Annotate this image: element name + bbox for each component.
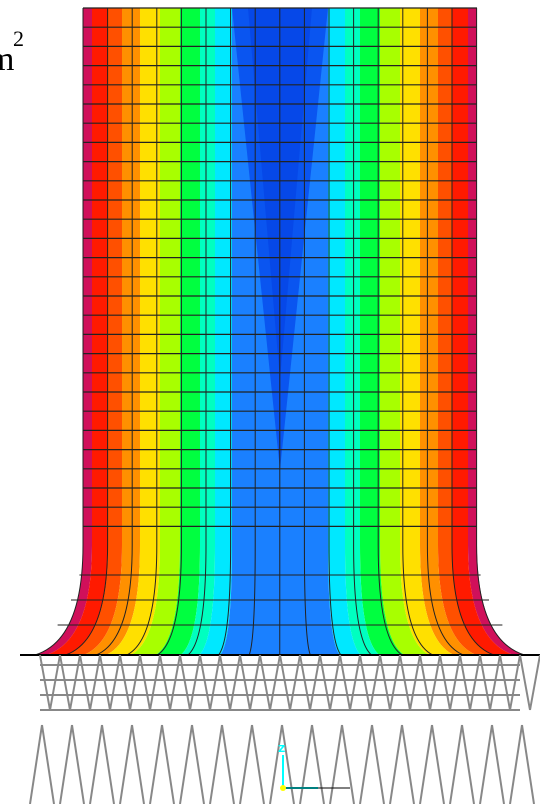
lattice-leg — [30, 725, 42, 804]
lattice-leg — [450, 725, 462, 804]
lattice-leg — [360, 725, 372, 804]
lattice-bar — [110, 655, 120, 710]
lattice-bar — [290, 655, 300, 710]
lattice-leg — [90, 725, 102, 804]
lattice — [30, 655, 540, 804]
axis-origin — [280, 785, 286, 791]
lattice-leg — [60, 725, 72, 804]
lattice-leg — [300, 725, 312, 804]
lattice-leg — [120, 725, 132, 804]
lattice-bar — [460, 655, 470, 710]
lattice-leg — [372, 725, 384, 804]
lattice-bar — [390, 655, 400, 710]
lattice-bar — [520, 655, 530, 710]
lattice-leg — [102, 725, 114, 804]
lattice-leg — [390, 725, 402, 804]
lattice-bar — [300, 655, 310, 710]
lattice-leg — [330, 725, 342, 804]
contour-plot: m 2 Z — [0, 0, 540, 804]
lattice-bar — [500, 655, 510, 710]
lattice-leg — [132, 725, 144, 804]
lattice-bar — [340, 655, 350, 710]
lattice-bar — [240, 655, 250, 710]
lattice-leg — [210, 725, 222, 804]
lattice-bar — [440, 655, 450, 710]
lattice-bar — [40, 655, 50, 710]
lattice-bar — [490, 655, 500, 710]
screenshot: m 2 Z — [0, 0, 540, 804]
lattice-leg — [222, 725, 234, 804]
lattice-bar — [400, 655, 410, 710]
lattice-bar — [310, 655, 320, 710]
lattice-bar — [150, 655, 160, 710]
lattice-leg — [270, 725, 282, 804]
lattice-leg — [462, 725, 474, 804]
lattice-leg — [312, 725, 324, 804]
lattice-bar — [530, 655, 540, 710]
lattice-bar — [470, 655, 480, 710]
lattice-leg — [42, 725, 54, 804]
lattice-bar — [430, 655, 440, 710]
lattice-leg — [240, 725, 252, 804]
lattice-leg — [72, 725, 84, 804]
lattice-leg — [480, 725, 492, 804]
lattice-leg — [432, 725, 444, 804]
lattice-bar — [320, 655, 330, 710]
lattice-bar — [270, 655, 280, 710]
lattice-bar — [360, 655, 370, 710]
lattice-bar — [170, 655, 180, 710]
lattice-bar — [130, 655, 140, 710]
lattice-bar — [90, 655, 100, 710]
lattice-bar — [160, 655, 170, 710]
lattice-bar — [510, 655, 520, 710]
lattice-bar — [420, 655, 430, 710]
lattice-bar — [210, 655, 220, 710]
contour-band — [46, 8, 108, 655]
lattice-bar — [370, 655, 380, 710]
lattice-bar — [350, 655, 360, 710]
lattice-bar — [250, 655, 260, 710]
lattice-leg — [162, 725, 174, 804]
lattice-bar — [480, 655, 490, 710]
lattice-leg — [252, 725, 264, 804]
mesh-line — [477, 8, 525, 655]
mesh-line — [35, 8, 83, 655]
lattice-leg — [342, 725, 354, 804]
lattice-bar — [100, 655, 110, 710]
lattice-leg — [150, 725, 162, 804]
lattice-leg — [180, 725, 192, 804]
shell — [35, 8, 525, 655]
unit-exponent: 2 — [13, 26, 24, 51]
lattice-bar — [190, 655, 200, 710]
lattice-bar — [120, 655, 130, 710]
lattice-bar — [330, 655, 340, 710]
lattice-bar — [180, 655, 190, 710]
lattice-bar — [200, 655, 210, 710]
lattice-leg — [192, 725, 204, 804]
lattice-bar — [60, 655, 70, 710]
lattice-bar — [230, 655, 240, 710]
lattice-bar — [450, 655, 460, 710]
lattice-bar — [80, 655, 90, 710]
lattice-bar — [380, 655, 390, 710]
lattice-bar — [140, 655, 150, 710]
lattice-bar — [70, 655, 80, 710]
lattice-bar — [280, 655, 290, 710]
lattice-bar — [50, 655, 60, 710]
lattice-bar — [260, 655, 270, 710]
axis-label: Z — [278, 744, 285, 755]
contour-band — [452, 8, 514, 655]
lattice-leg — [402, 725, 414, 804]
lattice-leg — [420, 725, 432, 804]
lattice-bar — [410, 655, 420, 710]
lattice-leg — [492, 725, 504, 804]
lattice-leg — [522, 725, 534, 804]
lattice-leg — [510, 725, 522, 804]
lattice-bar — [220, 655, 230, 710]
